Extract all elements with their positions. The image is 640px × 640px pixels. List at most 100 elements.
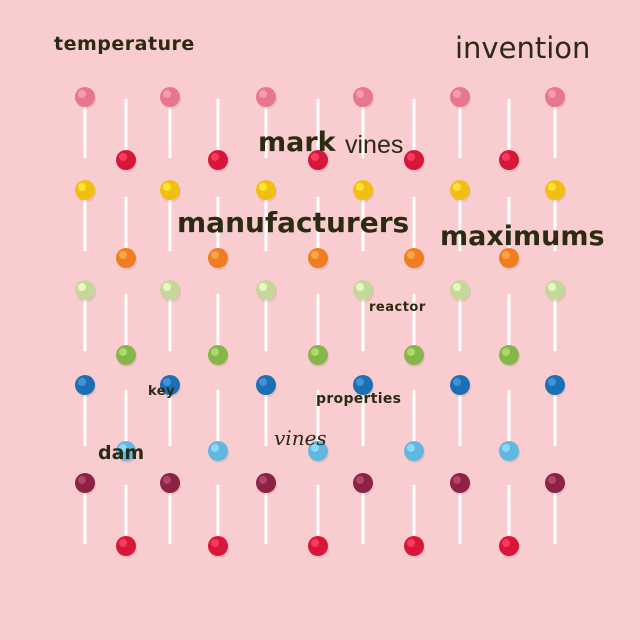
candy-highlight bbox=[356, 183, 364, 191]
candy-ball bbox=[160, 87, 180, 107]
word-temperature: temperature bbox=[54, 33, 195, 55]
word-dam: dam bbox=[98, 442, 145, 464]
candy-ball bbox=[450, 473, 470, 493]
candy-ball bbox=[116, 536, 136, 556]
candy-ball bbox=[116, 345, 136, 365]
lollipop-pale-green bbox=[160, 280, 181, 352]
lollipop-red bbox=[208, 98, 229, 172]
word-maximums: maximums bbox=[440, 221, 605, 252]
lollipop-light-blue bbox=[308, 389, 329, 463]
word-manufacturers: manufacturers bbox=[177, 206, 410, 239]
candy-ball bbox=[499, 441, 519, 461]
candy-ball bbox=[353, 87, 373, 107]
lollipop-orange bbox=[308, 196, 329, 270]
lollipop-maroon bbox=[450, 473, 471, 545]
word-invention: invention bbox=[455, 31, 591, 65]
candy-ball bbox=[116, 248, 136, 268]
candy-ball bbox=[308, 345, 328, 365]
candy-ball bbox=[499, 345, 519, 365]
candy-ball bbox=[75, 473, 95, 493]
candy-highlight bbox=[356, 90, 364, 98]
candy-ball bbox=[404, 248, 424, 268]
lollipop-light-blue bbox=[404, 389, 425, 463]
candy-ball bbox=[404, 345, 424, 365]
candy-highlight bbox=[356, 378, 364, 386]
lollipop-pink bbox=[256, 87, 277, 159]
candy-ball bbox=[256, 180, 276, 200]
candy-highlight bbox=[311, 444, 319, 452]
lollipop-pink bbox=[545, 87, 566, 159]
candy-highlight bbox=[163, 90, 171, 98]
candy-highlight bbox=[311, 153, 319, 161]
word-mark: mark bbox=[258, 127, 336, 158]
lollipop-blue bbox=[256, 375, 277, 447]
candy-highlight bbox=[259, 378, 267, 386]
candy-highlight bbox=[453, 476, 461, 484]
candy-ball bbox=[75, 375, 95, 395]
candy-highlight bbox=[407, 251, 415, 259]
candy-ball bbox=[545, 280, 565, 300]
lollipop-maroon bbox=[545, 473, 566, 545]
candy-ball bbox=[75, 180, 95, 200]
candy-highlight bbox=[356, 283, 364, 291]
candy-ball bbox=[160, 473, 180, 493]
lollipop-blue bbox=[160, 375, 181, 447]
lollipop-red bbox=[499, 484, 520, 558]
lollipop-red bbox=[308, 98, 329, 172]
candy-highlight bbox=[407, 539, 415, 547]
candy-ball bbox=[499, 536, 519, 556]
lollipop-maroon bbox=[256, 473, 277, 545]
lollipop-pale-green bbox=[353, 280, 374, 352]
candy-ball bbox=[308, 536, 328, 556]
lollipop-green bbox=[208, 293, 229, 367]
candy-highlight bbox=[548, 476, 556, 484]
lollipop-green bbox=[499, 293, 520, 367]
lollipop-maroon bbox=[353, 473, 374, 545]
candy-highlight bbox=[311, 348, 319, 356]
candy-highlight bbox=[502, 153, 510, 161]
candy-ball bbox=[404, 441, 424, 461]
candy-highlight bbox=[502, 348, 510, 356]
candy-ball bbox=[160, 180, 180, 200]
lollipop-pink bbox=[450, 87, 471, 159]
candy-ball bbox=[116, 150, 136, 170]
candy-highlight bbox=[78, 283, 86, 291]
candy-highlight bbox=[407, 444, 415, 452]
candy-highlight bbox=[407, 153, 415, 161]
candy-highlight bbox=[163, 476, 171, 484]
lollipop-light-blue bbox=[208, 389, 229, 463]
word-reactor: reactor bbox=[369, 300, 426, 315]
lollipop-pale-green bbox=[256, 280, 277, 352]
candy-highlight bbox=[259, 183, 267, 191]
candy-highlight bbox=[548, 283, 556, 291]
candy-ball bbox=[353, 280, 373, 300]
candy-ball bbox=[450, 87, 470, 107]
candy-highlight bbox=[78, 476, 86, 484]
candy-highlight bbox=[119, 444, 127, 452]
candy-highlight bbox=[163, 183, 171, 191]
candy-ball bbox=[208, 345, 228, 365]
candy-highlight bbox=[548, 378, 556, 386]
candy-ball bbox=[256, 375, 276, 395]
lollipop-yellow bbox=[450, 180, 471, 252]
candy-highlight bbox=[502, 539, 510, 547]
lollipop-orange bbox=[404, 196, 425, 270]
candy-highlight bbox=[78, 183, 86, 191]
candy-ball bbox=[404, 150, 424, 170]
lollipop-yellow bbox=[75, 180, 96, 252]
candy-highlight bbox=[119, 153, 127, 161]
candy-highlight bbox=[356, 476, 364, 484]
candy-highlight bbox=[211, 153, 219, 161]
candy-highlight bbox=[502, 251, 510, 259]
lollipop-yellow bbox=[256, 180, 277, 252]
candy-ball bbox=[404, 536, 424, 556]
candy-ball bbox=[208, 536, 228, 556]
candy-ball bbox=[353, 473, 373, 493]
candy-highlight bbox=[259, 90, 267, 98]
candy-highlight bbox=[78, 90, 86, 98]
candy-highlight bbox=[211, 251, 219, 259]
candy-highlight bbox=[453, 283, 461, 291]
lollipop-red bbox=[116, 484, 137, 558]
lollipop-pink bbox=[353, 87, 374, 159]
